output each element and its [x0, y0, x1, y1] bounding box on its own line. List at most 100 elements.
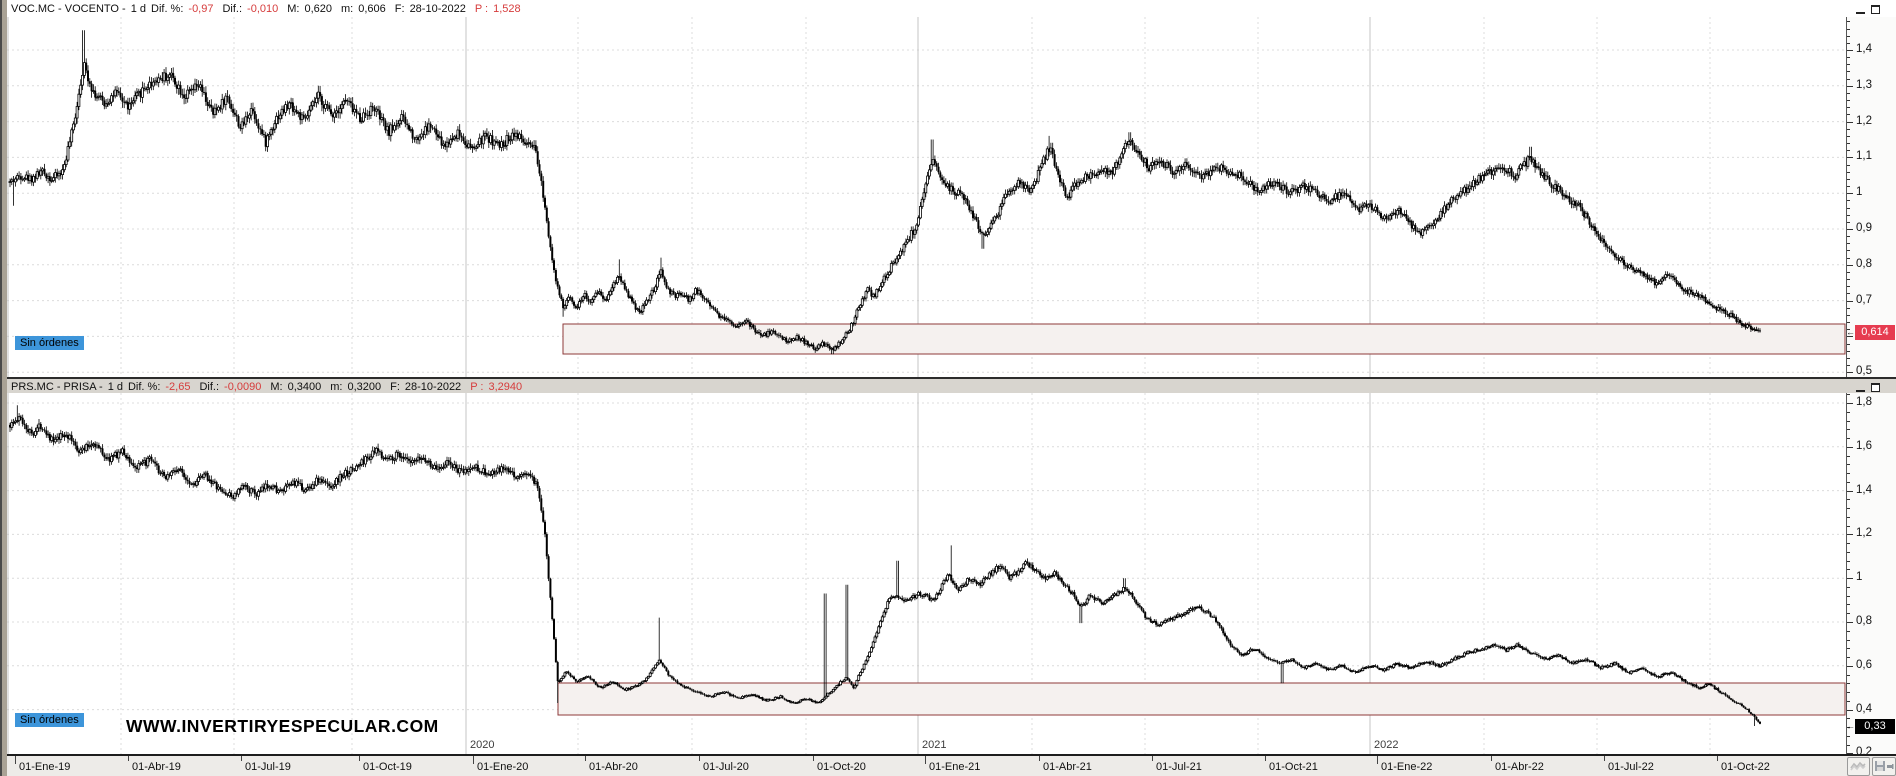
vocento-instrument-label: VOC.MC - VOCENTO - [11, 2, 126, 15]
y-axis-minor-tick [1847, 657, 1850, 659]
y-axis-label: 0,8 [1856, 615, 1872, 627]
header-field-label: Dif.: [199, 380, 220, 393]
y-axis-minor-tick [1847, 42, 1850, 44]
y-axis-minor-tick [1847, 735, 1850, 737]
y-axis-minor-tick [1847, 438, 1850, 440]
y-axis-minor-tick [1847, 648, 1850, 650]
save-workspace-button[interactable] [1871, 756, 1896, 776]
time-axis-label: 01-Ene-19 [19, 761, 71, 773]
time-axis-label: 01-Oct-20 [817, 761, 866, 773]
y-axis-label: 1,3 [1856, 78, 1872, 91]
header-field-label: F: [390, 380, 400, 393]
time-axis-label: 01-Ene-22 [1381, 761, 1433, 773]
y-axis-minor-tick [1847, 21, 1850, 23]
vocento-candlestick-chart[interactable] [7, 17, 1846, 377]
header-field-label: m: [341, 2, 354, 15]
compress-chart-button[interactable] [1847, 756, 1870, 776]
y-axis-label: 1,8 [1856, 396, 1872, 408]
y-axis-label: 1,2 [1856, 527, 1872, 540]
y-axis-minor-tick [1847, 727, 1850, 729]
time-axis-tick [128, 756, 129, 761]
year-label: 2022 [1374, 739, 1398, 751]
header-field-value: 0,3200 [347, 380, 382, 393]
header-field-label: Dif. %: [127, 380, 161, 393]
y-axis-label: 1 [1856, 186, 1863, 199]
y-axis-minor-tick [1847, 322, 1850, 324]
time-axis-tick [1377, 756, 1378, 764]
y-axis-minor-tick [1847, 243, 1850, 245]
y-axis-minor-tick [1847, 57, 1850, 59]
support-zone-box [557, 682, 1846, 716]
minimize-icon[interactable] [1856, 4, 1865, 14]
restore-icon[interactable] [1871, 383, 1880, 392]
vocento-orders-badge: Sin órdenes [15, 336, 84, 350]
time-axis-tick [699, 756, 700, 761]
header-field-label: F: [394, 2, 405, 15]
time-axis-label: 01-Oct-19 [363, 761, 412, 773]
y-axis-minor-tick [1847, 71, 1850, 73]
prisa-candlestick-chart[interactable]: 2020 2021 2022 [7, 393, 1846, 754]
y-axis-minor-tick [1847, 613, 1850, 615]
year-label: 2021 [922, 739, 946, 751]
time-axis-tick [1039, 756, 1040, 761]
vocento-price-axis[interactable]: 1,41,31,21,110,90,80,70,60,5 [1846, 17, 1896, 377]
y-axis-minor-tick [1847, 604, 1850, 606]
restore-icon[interactable] [1871, 5, 1880, 14]
y-axis-minor-tick [1847, 394, 1850, 396]
vocento-chart-header: VOC.MC - VOCENTO - 1 d Dif. %: -0,97 Dif.:… [7, 0, 1896, 17]
candle-wicks [9, 30, 1761, 355]
time-axis-label: 01-Ene-21 [929, 761, 981, 773]
y-axis-tick [1847, 264, 1853, 266]
y-axis-label: 1,1 [1856, 150, 1872, 163]
time-axis-label: 01-Abr-22 [1495, 761, 1544, 773]
y-axis-minor-tick [1847, 307, 1850, 309]
floppy-icon [1874, 761, 1885, 771]
y-axis-minor-tick [1847, 639, 1850, 641]
header-field-value: 28-10-2022 [404, 380, 462, 393]
y-axis-minor-tick [1847, 314, 1850, 316]
time-axis-tick [925, 756, 926, 764]
header-field-label: P : [474, 2, 489, 15]
time-axis-tick [1265, 756, 1266, 761]
y-axis-tick [1847, 336, 1853, 338]
y-axis-minor-tick [1847, 508, 1850, 510]
y-axis-minor-tick [1847, 630, 1850, 632]
y-axis-tick [1847, 753, 1853, 754]
minimize-icon[interactable] [1856, 382, 1865, 392]
y-axis-minor-tick [1847, 464, 1850, 466]
y-axis-minor-tick [1847, 164, 1850, 166]
time-axis-label: 01-Abr-20 [589, 761, 638, 773]
y-axis-tick [1847, 85, 1853, 87]
y-axis-minor-tick [1847, 525, 1850, 527]
time-axis-label: 01-Ene-20 [477, 761, 529, 773]
header-field-value: -0,97 [188, 2, 214, 15]
support-zone-box [562, 323, 1846, 355]
time-axis[interactable]: 01-Ene-19 01-Abr-19 01-Jul-19 01-Oct-19 01-E… [7, 754, 1846, 776]
y-axis-minor-tick [1847, 100, 1850, 102]
time-axis-tick [359, 756, 360, 761]
y-axis-minor-tick [1847, 135, 1850, 137]
y-axis-tick [1847, 578, 1853, 580]
y-axis-minor-tick [1847, 271, 1850, 273]
y-axis-minor-tick [1847, 279, 1850, 281]
header-field-label: m: [330, 380, 343, 393]
y-axis-tick [1847, 372, 1853, 374]
y-axis-minor-tick [1847, 178, 1850, 180]
time-axis-tick [585, 756, 586, 761]
header-field-value: -2,65 [165, 380, 191, 393]
header-field-value: 0,620 [304, 2, 333, 15]
header-field-value: 0,606 [358, 2, 386, 15]
vocento-window-buttons [1856, 3, 1894, 14]
prisa-chart-header: PRS.MC - PRISA - 1 d Dif. %: -2,65 Dif.: -0… [7, 378, 1896, 395]
y-axis-label: 0,7 [1856, 293, 1872, 306]
time-axis-tick [1491, 756, 1492, 761]
y-axis-minor-tick [1847, 569, 1850, 571]
header-field-label: M: [270, 380, 283, 393]
y-axis-minor-tick [1847, 411, 1850, 413]
vocento-price-arrow-icon: ← [1846, 327, 1855, 337]
panel-splitter[interactable] [7, 377, 1896, 393]
header-field-value: 1,528 [493, 2, 521, 15]
y-axis-minor-tick [1847, 250, 1850, 252]
prisa-price-axis[interactable]: 1,8 1,6 1,4 1,2 1 0,8 0,6 0,4 0,2 [1846, 393, 1896, 754]
